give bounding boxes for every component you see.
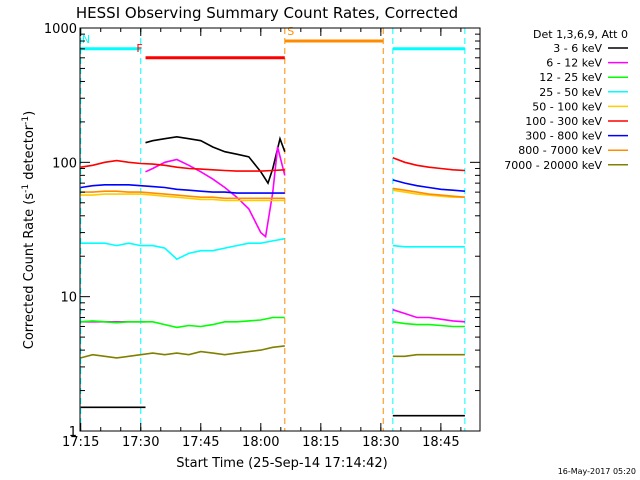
legend-label-3: 25 - 50 keV (539, 86, 602, 99)
y-tick-label-3: 1000 (44, 22, 77, 37)
series-2-segment-0 (80, 316, 285, 329)
legend-label-5: 100 - 300 keV (525, 115, 602, 128)
series-5-segment-0 (80, 159, 285, 172)
series-7-segment-0 (80, 190, 285, 200)
legend-label-1: 6 - 12 keV (546, 57, 602, 70)
y-tick-label-0: 1 (69, 425, 77, 440)
plot-inner (80, 28, 466, 431)
y-axis-label-part1: Corrected Count Rate (s (22, 193, 37, 350)
legend-label-2: 12 - 25 keV (539, 71, 602, 84)
svg-text:Corrected Count Rate (s-1 dete: Corrected Count Rate (s-1 detector-1) (21, 111, 37, 349)
flag-label-2: S (287, 25, 294, 38)
timestamp-stamp: 16-May-2017 05:20 (558, 467, 636, 476)
flag-label-0: F (136, 42, 142, 55)
y-axis-label-sup2: -1 (21, 116, 31, 125)
legend-title: Det 1,3,6,9, Att 0 (533, 28, 628, 41)
series-5-segment-1 (392, 157, 465, 172)
series-8-segment-1 (392, 353, 465, 358)
plot-area: F N S (80, 25, 466, 431)
x-tick-label-0: 17:15 (62, 435, 99, 450)
series-8-segment-0 (80, 345, 285, 359)
plot-frame (79, 27, 481, 432)
axes: 17:15 17:30 17:45 18:00 18:15 18:30 18:45 1 10 10… (44, 22, 481, 450)
x-tick-label-3: 18:00 (242, 435, 279, 450)
series-6-segment-1 (392, 179, 465, 192)
series-3-segment-0 (80, 237, 285, 261)
series-3-segment-1 (392, 244, 465, 248)
y-tick-label-1: 10 (60, 291, 77, 306)
legend-label-8: 7000 - 20000 keV (504, 159, 602, 172)
legend-label-7: 800 - 7000 keV (518, 144, 602, 157)
legend-label-6: 300 - 800 keV (525, 130, 602, 143)
y-axis-label-part2: detector (22, 124, 37, 184)
x-axis-label: Start Time (25-Sep-14 17:14:42) (176, 456, 387, 471)
y-axis-label-part3: ) (22, 111, 37, 116)
chart-title: HESSI Observing Summary Count Rates, Cor… (76, 4, 458, 22)
series-6-segment-0 (80, 184, 285, 194)
series-1-segment-1 (145, 146, 286, 239)
x-tick-label-6: 18:45 (422, 435, 459, 450)
y-tick-label-2: 100 (52, 156, 77, 171)
x-tick-label-1: 17:30 (122, 435, 159, 450)
series-7-segment-1 (392, 187, 465, 198)
series-1-segment-2 (392, 308, 465, 323)
series-4-segment-0 (80, 193, 285, 202)
y-axis-label: Corrected Count Rate (s-1 detector-1) (21, 111, 37, 349)
series-4-segment-1 (392, 189, 465, 198)
legend-label-0: 3 - 6 keV (553, 42, 602, 55)
series-0-segment-1 (145, 135, 286, 185)
x-tick-label-4: 18:15 (302, 435, 339, 450)
x-tick-label-2: 17:45 (182, 435, 219, 450)
series-2-segment-1 (392, 321, 465, 328)
y-axis-label-sup1: -1 (21, 184, 31, 193)
x-tick-label-5: 18:30 (362, 435, 399, 450)
legend-label-4: 50 - 100 keV (532, 100, 602, 113)
flag-label-1: N (82, 33, 90, 46)
